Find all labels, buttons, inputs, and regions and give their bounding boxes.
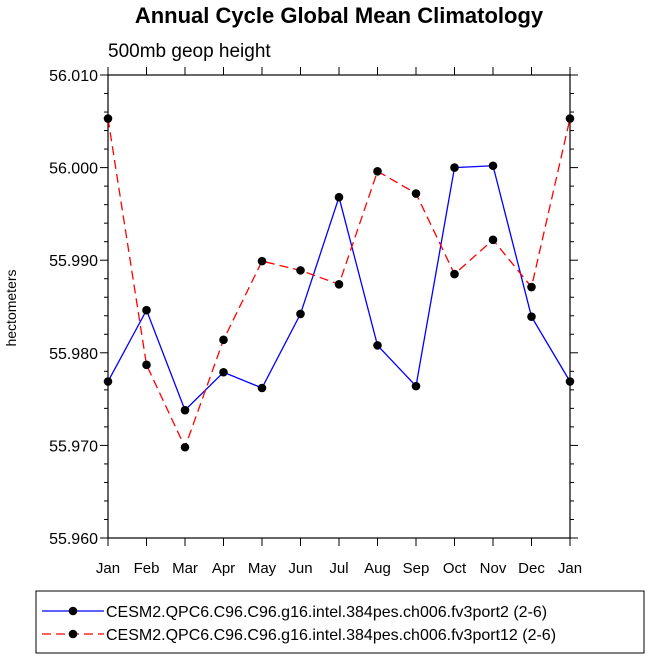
x-tick-label: Jun [288,560,312,577]
data-point [334,279,344,289]
data-point [450,163,459,172]
data-point [411,189,421,198]
data-point [373,341,382,350]
x-tick-label: Jul [329,560,348,577]
data-point [296,309,305,319]
x-tick-label: Jan [96,560,120,577]
legend-label: CESM2.QPC6.C96.C96.g16.intel.384pes.ch00… [106,604,547,621]
data-point [219,335,228,345]
y-tick-label: 55.990 [49,253,98,270]
data-point [450,269,459,279]
data-point [180,405,190,415]
data-point [257,383,267,393]
data-point [527,312,536,321]
legend-marker [68,629,78,639]
plot-frame [107,74,571,539]
x-tick-label: May [248,560,277,577]
data-point [296,266,305,275]
data-point [103,377,113,386]
legend-entries: CESM2.QPC6.C96.C96.g16.intel.384pes.ch00… [42,604,556,644]
legend-label: CESM2.QPC6.C96.C96.g16.intel.384pes.ch00… [106,627,556,644]
x-tick-label: Sep [403,560,430,577]
data-point [257,256,267,266]
x-tick-label: Dec [518,560,545,577]
data-point [488,161,498,171]
x-tick-label: Oct [443,560,467,577]
y-tick-label: 56.010 [49,68,98,85]
y-tick-label: 55.970 [49,438,98,455]
y-tick-label: 55.960 [49,531,98,548]
x-tick-label: Jan [558,560,582,577]
data-point [219,367,228,377]
y-axis-label: hectometers [3,269,19,346]
data-point [488,235,498,245]
y-tick-label: 55.980 [49,346,98,363]
chart-subtitle: 500mb geop height [108,41,271,62]
y-tick-label: 56.000 [49,161,98,178]
legend-marker [68,606,78,616]
x-tick-label: Apr [212,560,235,577]
axes: 55.960 55.970 55.980 55.990 56.000 56.010 Jan F… [49,67,582,577]
data-point [565,114,575,123]
data-point [334,192,344,202]
data-point [527,282,536,292]
plot-series [103,114,575,452]
x-tick-label: Feb [134,560,160,577]
chart-title: Annual Cycle Global Mean Climatology [135,3,544,28]
series-2 [103,114,575,452]
data-point [142,305,151,315]
series-1 [103,161,575,415]
data-point [373,167,382,176]
data-point [103,114,113,123]
legend [35,590,645,654]
data-point [180,442,190,452]
data-point [142,360,151,370]
data-point [565,377,575,386]
data-point [411,381,421,391]
x-tick-label: Mar [172,560,198,577]
x-tick-label: Nov [480,560,507,577]
x-tick-label: Aug [364,560,391,577]
